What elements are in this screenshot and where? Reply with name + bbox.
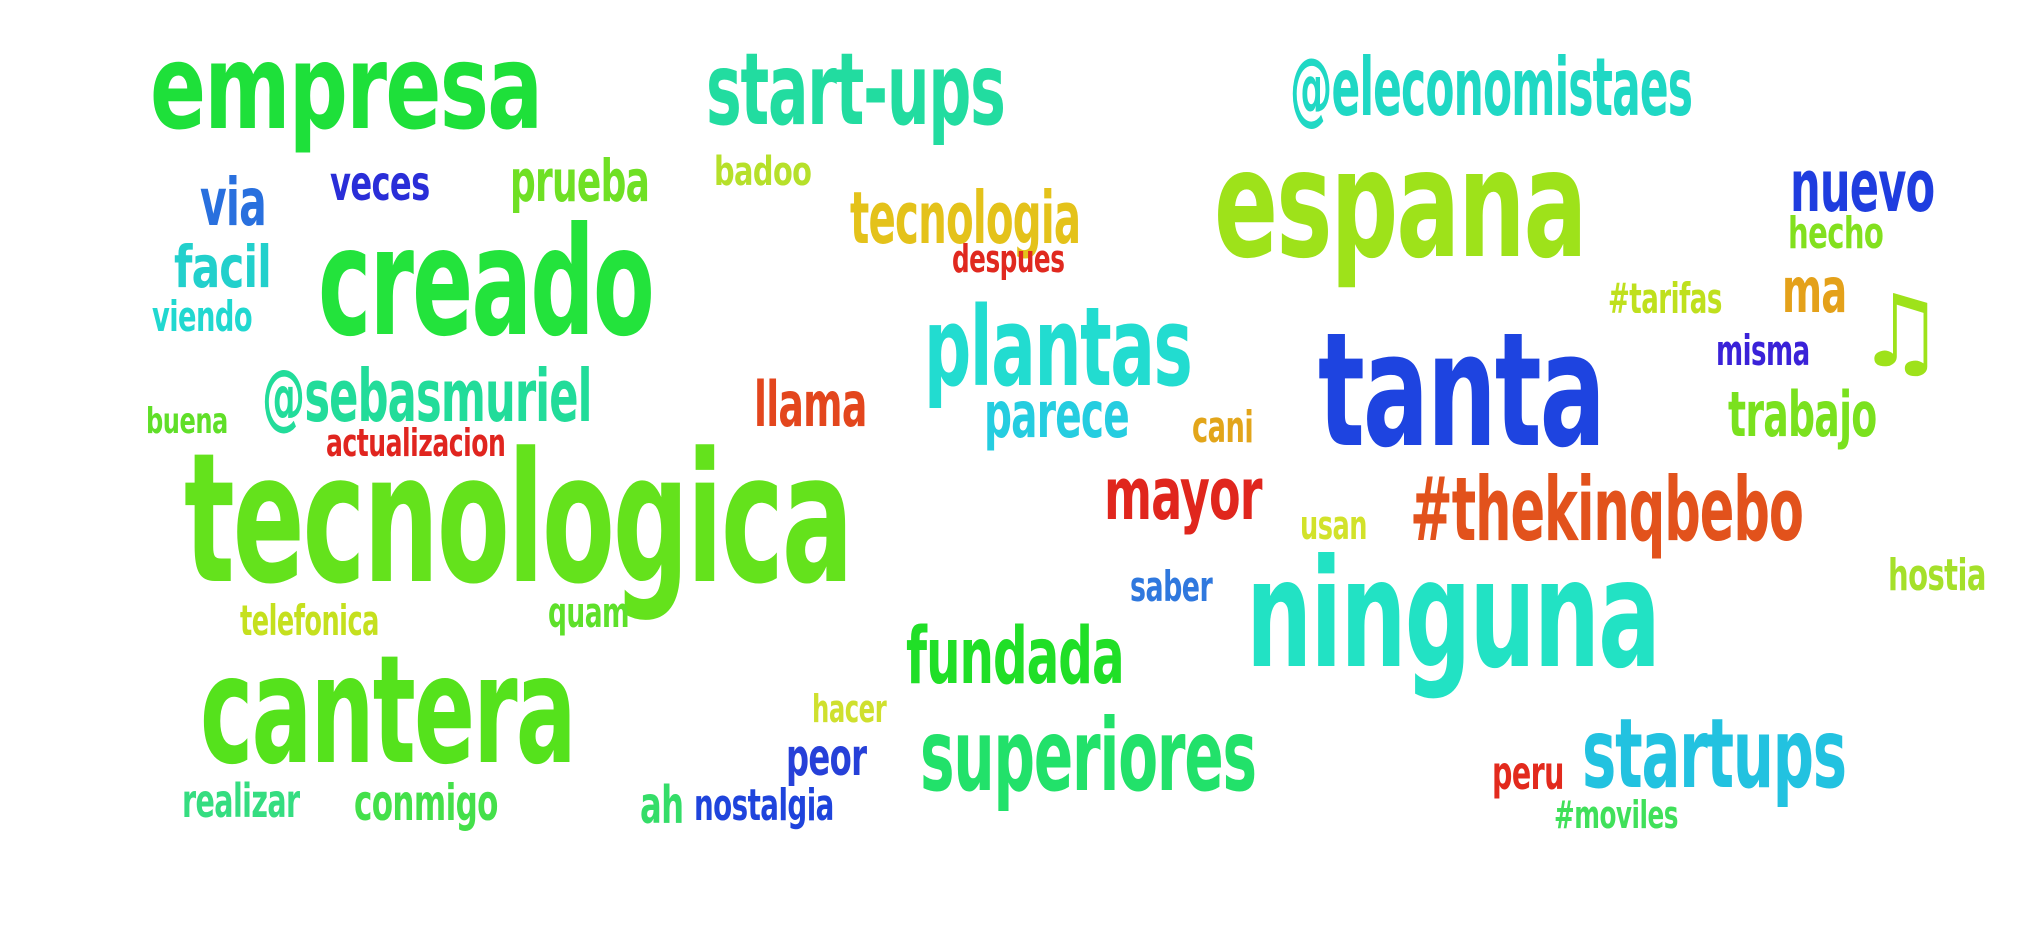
word: badoo: [714, 149, 812, 195]
word: nuevo: [1790, 144, 1935, 228]
word: conmigo: [354, 774, 498, 832]
word: usan: [1300, 503, 1367, 549]
word: ah: [640, 776, 684, 836]
word: veces: [330, 156, 430, 212]
word: saber: [1130, 562, 1213, 611]
word: nostalgia: [694, 780, 834, 831]
word: trabajo: [1728, 378, 1877, 451]
word: empresa: [150, 18, 543, 156]
word: misma: [1716, 326, 1810, 375]
word: tanta: [1318, 299, 1606, 483]
word: hecho: [1788, 208, 1884, 259]
word: @sebasmuriel: [262, 354, 592, 438]
word: #moviles: [1554, 793, 1678, 837]
word: creado: [318, 196, 655, 370]
word: tecnologica: [184, 415, 853, 624]
word: via: [200, 164, 267, 241]
word: peru: [1492, 746, 1564, 800]
music-note-icon: ♫: [1856, 273, 1946, 390]
word: despues: [952, 237, 1065, 281]
word: facil: [174, 233, 272, 301]
word: telefonica: [240, 596, 379, 645]
word: llama: [754, 368, 867, 441]
word: fundada: [906, 612, 1125, 702]
word: cani: [1192, 402, 1254, 453]
word: actualizacion: [326, 421, 506, 465]
word: prueba: [510, 147, 650, 215]
word: parece: [984, 379, 1130, 453]
word: #tarifas: [1608, 274, 1722, 323]
word: hacer: [812, 687, 887, 731]
word: start-ups: [706, 31, 1006, 148]
word: realizar: [182, 774, 300, 828]
word: plantas: [924, 283, 1193, 411]
word: ma: [1782, 254, 1847, 327]
word: #thekinqbebo: [1410, 458, 1804, 561]
word: mayor: [1104, 452, 1262, 536]
word: quam: [548, 588, 630, 637]
word: @eleconomistaes: [1290, 41, 1693, 134]
word: tecnologia: [850, 176, 1081, 260]
word: superiores: [920, 697, 1257, 814]
word: hostia: [1888, 550, 1986, 601]
word: espana: [1214, 118, 1587, 292]
word: startups: [1582, 698, 1847, 810]
word: peor: [786, 728, 867, 788]
word: buena: [146, 401, 228, 442]
word: cantera: [200, 624, 577, 798]
word: viendo: [152, 292, 253, 341]
word: ninguna: [1246, 528, 1661, 702]
